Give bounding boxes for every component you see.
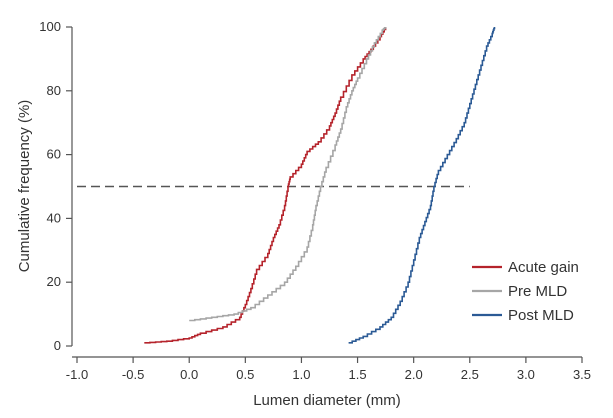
y-tick-label: 20 [47,274,61,289]
x-ticks: -1.0 -0.5 0.0 0.5 1.0 1.5 2.0 2.5 3.0 3.5 [66,357,591,382]
x-tick-label: 3.0 [517,367,535,382]
y-ticks: 0 20 40 60 80 100 [39,19,72,353]
series-line-acute-gain [144,27,387,344]
y-tick-label: 100 [39,19,61,34]
x-tick-label: -1.0 [66,367,88,382]
legend-label: Post MLD [508,307,574,324]
y-tick-label: 0 [54,338,61,353]
series-line-pre-mld [189,27,387,322]
x-tick-label: 2.0 [405,367,423,382]
series-layer [144,27,496,344]
y-tick-label: 60 [47,147,61,162]
x-tick-label: -0.5 [122,367,144,382]
x-tick-label: 1.5 [349,367,367,382]
x-tick-label: 0.5 [236,367,254,382]
x-tick-label: 2.5 [461,367,479,382]
y-axis-title: Cumulative frequency (%) [16,100,33,273]
x-tick-label: 0.0 [180,367,198,382]
axes-layer [71,27,582,358]
y-tick-label: 80 [47,83,61,98]
legend: Acute gain Pre MLD Post MLD [472,259,579,324]
x-tick-label: 1.0 [292,367,310,382]
x-axis-title: Lumen diameter (mm) [253,392,401,409]
x-tick-label: 3.5 [573,367,591,382]
legend-label: Pre MLD [508,283,567,300]
series-line-post-mld [348,27,496,344]
y-tick-label: 40 [47,210,61,225]
legend-label: Acute gain [508,259,579,276]
